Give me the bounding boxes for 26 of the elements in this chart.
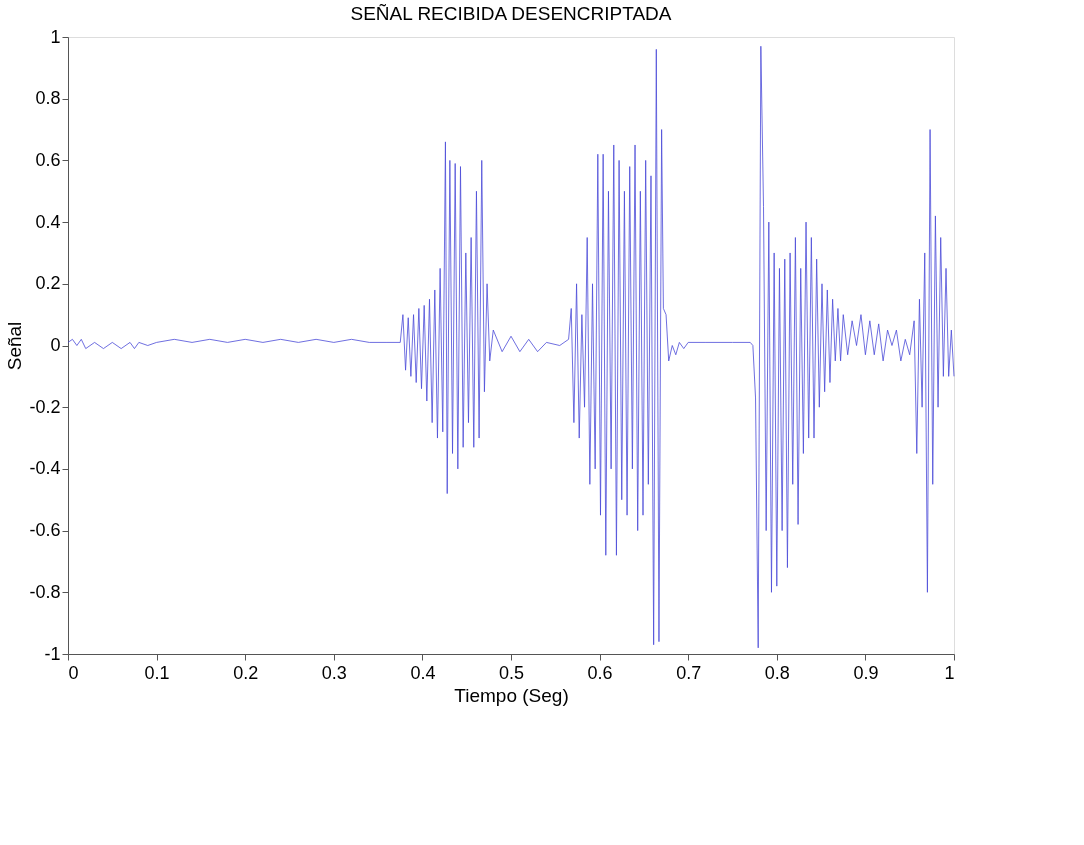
x-tick-label: 0 [68,662,79,683]
x-tick-label: 1 [944,662,955,683]
y-tick-label: 0.2 [35,273,61,294]
y-tick-label: 0 [50,335,61,355]
x-tick-label: 0.5 [498,662,525,683]
y-tick-label: 0.4 [35,211,61,232]
chart-title: SEÑAL RECIBIDA DESENCRIPTADA [350,3,672,24]
x-tick-label: 0.9 [853,662,879,683]
y-tick-label: -1 [44,643,61,664]
x-tick-label: 0.7 [676,662,702,683]
y-tick-label: 1 [50,26,61,47]
y-tick-label: 0.8 [35,88,61,109]
x-tick-label: 0.1 [144,662,170,683]
y-tick-label: -0.2 [29,396,61,417]
x-tick-label: 0.3 [321,662,347,683]
line-series [67,45,955,649]
y-tick-label: -0.4 [29,458,61,479]
y-tick-label: -0.8 [29,581,61,602]
x-tick-label: 0.2 [233,662,259,683]
x-axis-title: Tiempo (Seg) [454,684,569,706]
y-tick-label: -0.6 [29,520,61,541]
y-axis-title: Señal [4,321,26,371]
x-tick-label: 0.8 [764,662,790,683]
x-tick-label: 0.4 [410,662,436,683]
x-tick-label: 0.6 [587,662,613,683]
y-tick-label: 0.6 [35,149,61,170]
